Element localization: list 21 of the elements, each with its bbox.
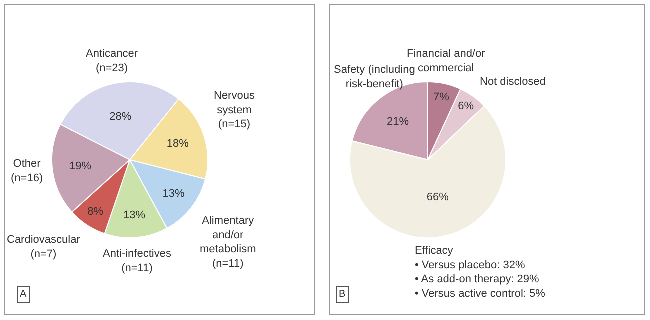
data-label: 19% xyxy=(70,160,92,173)
data-label: 13% xyxy=(162,188,186,200)
slice-label: Alimentary and/or metabolism (n=11) xyxy=(200,215,256,270)
slice-label: Anticancer (n=23) xyxy=(86,48,138,74)
slice-label: Other (n=16) xyxy=(11,158,44,184)
slice-label: Cardiovascular (n=7) xyxy=(7,234,81,260)
slice-label: Safety (including risk-benefit) xyxy=(334,64,416,90)
slice-label: Efficacy • Versus placebo: 32% • As add-on therapy: 29% • Versus active control: 5% xyxy=(415,245,546,300)
data-label: 18% xyxy=(166,138,190,150)
data-label: 21% xyxy=(386,116,410,128)
data-label: 7% xyxy=(433,91,450,104)
data-label: 28% xyxy=(110,111,132,124)
slice-label: Nervous system (n=15) xyxy=(214,90,256,131)
data-label: 13% xyxy=(124,209,146,222)
slice-label: Anti-infectives (n=11) xyxy=(103,248,172,274)
slice-label: Not disclosed xyxy=(480,76,546,88)
data-label: 8% xyxy=(88,206,104,218)
text: A xyxy=(20,289,27,300)
data-label: 66% xyxy=(426,192,450,204)
data-label: 6% xyxy=(458,100,474,113)
text: B xyxy=(339,289,346,300)
